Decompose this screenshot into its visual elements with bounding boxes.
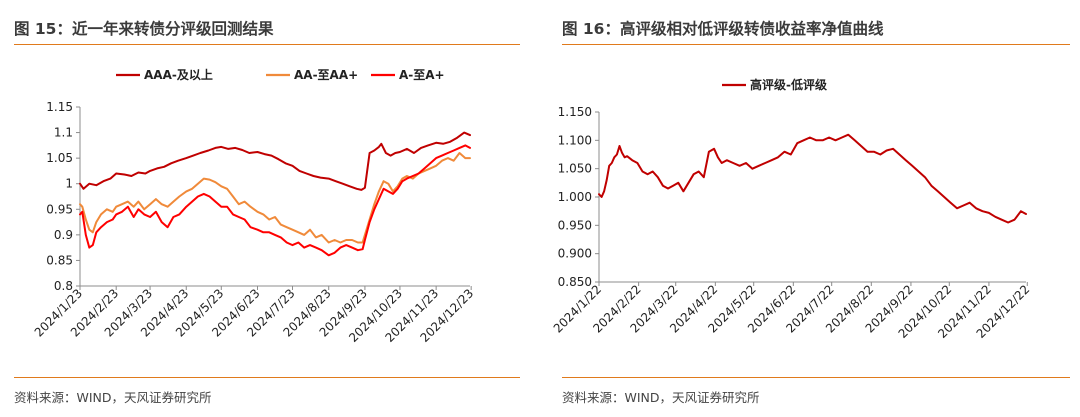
right-series-line-1	[598, 133, 1027, 224]
right-y-tick-label: 0.900	[558, 247, 592, 261]
left-figure-title: 图 15：近一年来转债分评级回测结果	[14, 20, 274, 38]
left-y-tick-label: 0.95	[46, 202, 73, 216]
left-legend-label-2: AA-至AA+	[294, 68, 358, 82]
left-title-rule	[14, 44, 520, 45]
left-y-tick-label: 1	[65, 177, 73, 191]
left-source-note: 资料来源：WIND，天风证券研究所	[14, 390, 212, 405]
right-y-tick-label: 1.150	[558, 105, 592, 119]
left-y-tick-label: 1.05	[46, 151, 73, 165]
right-figure-panel: 图 16：高评级相对低评级转债收益率净值曲线 1.150 1.100 1.050 1.…	[548, 0, 1080, 417]
right-source-note: 资料来源：WIND，天风证券研究所	[562, 390, 760, 405]
right-source-rule	[562, 377, 1070, 378]
left-legend-label-3: A-至A+	[399, 68, 445, 82]
left-legend-label-1: AAA-及以上	[144, 67, 213, 82]
left-chart: 1.151.11.0510.950.90.850.82024/1/232024/…	[32, 67, 477, 345]
right-y-tick-label: 1.100	[558, 133, 592, 147]
right-figure-title: 图 16：高评级相对低评级转债收益率净值曲线	[562, 20, 884, 38]
left-y-tick-label: 1.1	[54, 126, 73, 140]
left-y-tick-label: 0.9	[54, 228, 73, 242]
left-y-tick-label: 1.15	[46, 100, 73, 114]
right-y-tick-label: 0.950	[558, 218, 592, 232]
left-y-tick-label: 0.8	[54, 279, 73, 293]
left-source-rule	[14, 377, 520, 378]
right-y-tick-label: 1.050	[558, 162, 592, 176]
left-series-line-3	[79, 144, 471, 257]
left-series-line-1	[79, 131, 471, 191]
right-y-tick-label: 1.000	[558, 190, 592, 204]
left-figure-panel: 图 15：近一年来转债分评级回测结果 1.15 1.1 1.05 1 0.95 0.9 0.…	[0, 0, 530, 417]
right-legend-label-1: 高评级-低评级	[750, 77, 827, 92]
left-series-line-2	[79, 152, 471, 244]
right-y-tick-label: 0.850	[558, 275, 592, 289]
left-y-tick-label: 0.85	[46, 253, 73, 267]
right-chart: 1.1501.1001.0501.0000.9500.9000.8502024/…	[551, 77, 1033, 341]
right-title-rule	[562, 44, 1070, 45]
